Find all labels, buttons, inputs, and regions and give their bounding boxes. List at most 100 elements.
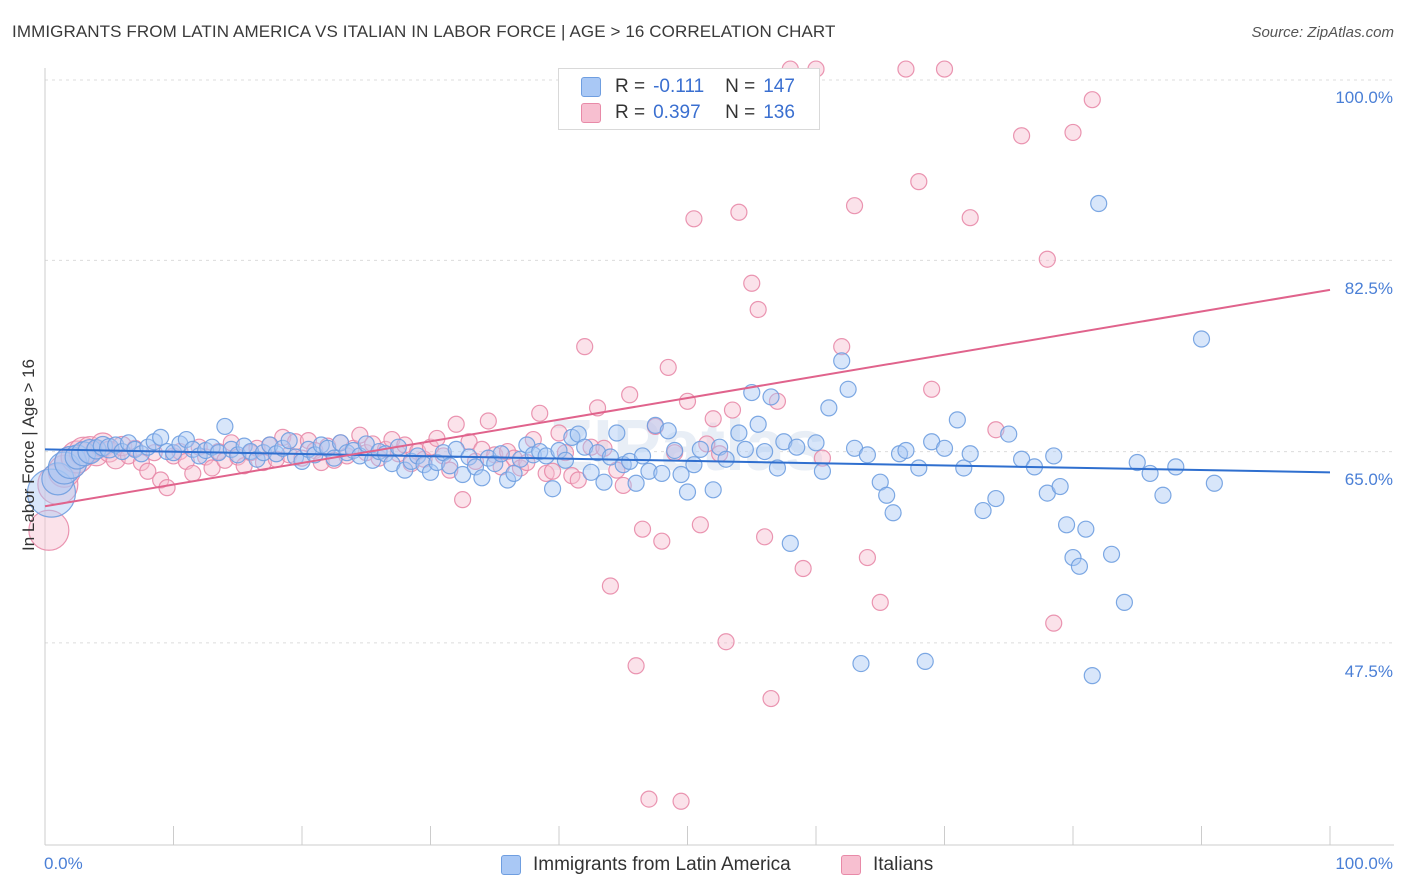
x-tick-labels: 0.0% 100.0%	[44, 854, 1393, 873]
latin-america-point	[184, 440, 202, 458]
italians-point	[633, 520, 652, 538]
italians-point	[935, 60, 954, 78]
italians-point	[454, 491, 472, 509]
italians-point	[743, 274, 761, 292]
latin-america-point	[152, 428, 170, 446]
latin-america-point	[428, 453, 446, 472]
italians-point	[1064, 123, 1082, 142]
y-axis-label: In Labor Force | Age > 16	[19, 359, 38, 551]
latin-america-point	[678, 483, 697, 501]
latin-america-point	[717, 450, 735, 468]
latin-america-point	[1205, 474, 1223, 492]
latin-america-point	[466, 458, 485, 476]
italians-point	[1012, 127, 1031, 145]
italians-swatch	[581, 103, 601, 123]
r-label: R =	[615, 76, 646, 97]
latin-america-point	[858, 446, 877, 464]
latin-america-point	[833, 352, 851, 370]
latin-america-point	[608, 424, 626, 442]
italians-point	[871, 593, 889, 611]
latin-america-point	[47, 451, 81, 485]
latin-america-point	[537, 447, 555, 465]
latin-america-point	[948, 411, 966, 429]
latin-america-point	[331, 434, 350, 452]
y-tick-label: 47.5%	[1345, 662, 1393, 681]
latin-america-point	[1102, 545, 1121, 563]
latin-america-point	[396, 461, 414, 479]
latin-america-point	[499, 471, 517, 489]
source-label: Source: ZipAtlas.com	[1251, 24, 1394, 41]
latin-america-point	[852, 654, 870, 673]
italians-point	[441, 461, 459, 479]
x-tick-label: 0.0%	[44, 854, 83, 873]
series-legend: Immigrants from Latin America Italians	[0, 850, 1406, 880]
latin-america-point	[974, 501, 992, 520]
latin-america-legend-swatch	[501, 855, 521, 875]
legend-label-latin-america: Immigrants from Latin America	[533, 854, 791, 875]
latin-america-point	[910, 459, 928, 477]
italians-point	[640, 790, 658, 808]
latin-america-point	[704, 481, 722, 499]
latin-america-point	[897, 441, 915, 460]
italians-point	[203, 459, 221, 477]
latin-america-point	[633, 447, 652, 465]
r-value: 0.397	[653, 102, 701, 123]
italians-point	[910, 173, 928, 191]
italians-legend-swatch	[841, 855, 861, 875]
italians-point	[961, 209, 979, 227]
italians-point	[351, 426, 369, 444]
latin-america-point	[543, 480, 562, 498]
italians-point	[421, 438, 440, 456]
italians-point	[1038, 250, 1056, 268]
latin-america-point	[884, 504, 902, 522]
italians-point	[447, 415, 465, 433]
latin-america-point	[248, 450, 266, 468]
italians-point	[723, 401, 742, 419]
italians-point	[749, 300, 767, 319]
italians-point	[158, 479, 176, 497]
italians-point	[987, 421, 1005, 439]
italians-point	[1045, 614, 1063, 632]
r-label: R =	[615, 102, 646, 123]
stats-legend: R = -0.111 N = 147 R = 0.397 N = 136	[558, 68, 820, 130]
latin-america-point	[807, 434, 825, 452]
latin-america-point	[987, 489, 1005, 508]
watermark: ZIPatlas	[549, 406, 825, 486]
latin-america-point	[505, 464, 523, 483]
italians-point	[139, 462, 157, 480]
italians-point	[543, 462, 562, 480]
latin-america-point	[1128, 453, 1146, 472]
latin-america-point	[755, 442, 774, 461]
x-tick-label: 100.0%	[1335, 854, 1393, 873]
latin-america-point	[1051, 477, 1069, 496]
latin-america-point	[653, 464, 671, 483]
italians-point	[499, 442, 517, 461]
latin-america-point	[659, 422, 677, 440]
y-tick-labels: 100.0% 82.5% 65.0% 47.5%	[1335, 88, 1393, 681]
latin-america-point	[762, 388, 780, 406]
italians-point	[299, 432, 318, 450]
latin-america-point	[1154, 486, 1172, 504]
latin-america-point	[788, 438, 806, 456]
latin-america-point	[685, 456, 703, 474]
latin-america-point	[878, 486, 896, 504]
latin-america-point	[1090, 194, 1108, 213]
latin-america-point	[1045, 447, 1063, 465]
italians-point	[479, 412, 497, 430]
latin-america-point	[77, 438, 103, 465]
latin-america-point	[576, 438, 594, 456]
latin-america-point	[768, 459, 787, 477]
latin-america-point	[229, 446, 247, 464]
legend-label-italians: Italians	[873, 854, 934, 875]
italians-point	[762, 689, 780, 708]
latin-america-point	[961, 445, 979, 463]
latin-america-point	[1057, 516, 1076, 534]
italians-point	[704, 410, 722, 428]
latin-america-point	[177, 430, 195, 449]
italians-point	[845, 197, 864, 215]
r-value: -0.111	[653, 76, 705, 97]
latin-america-point	[736, 440, 754, 458]
trend-lines	[44, 288, 1331, 508]
latin-america-point	[1167, 458, 1185, 476]
